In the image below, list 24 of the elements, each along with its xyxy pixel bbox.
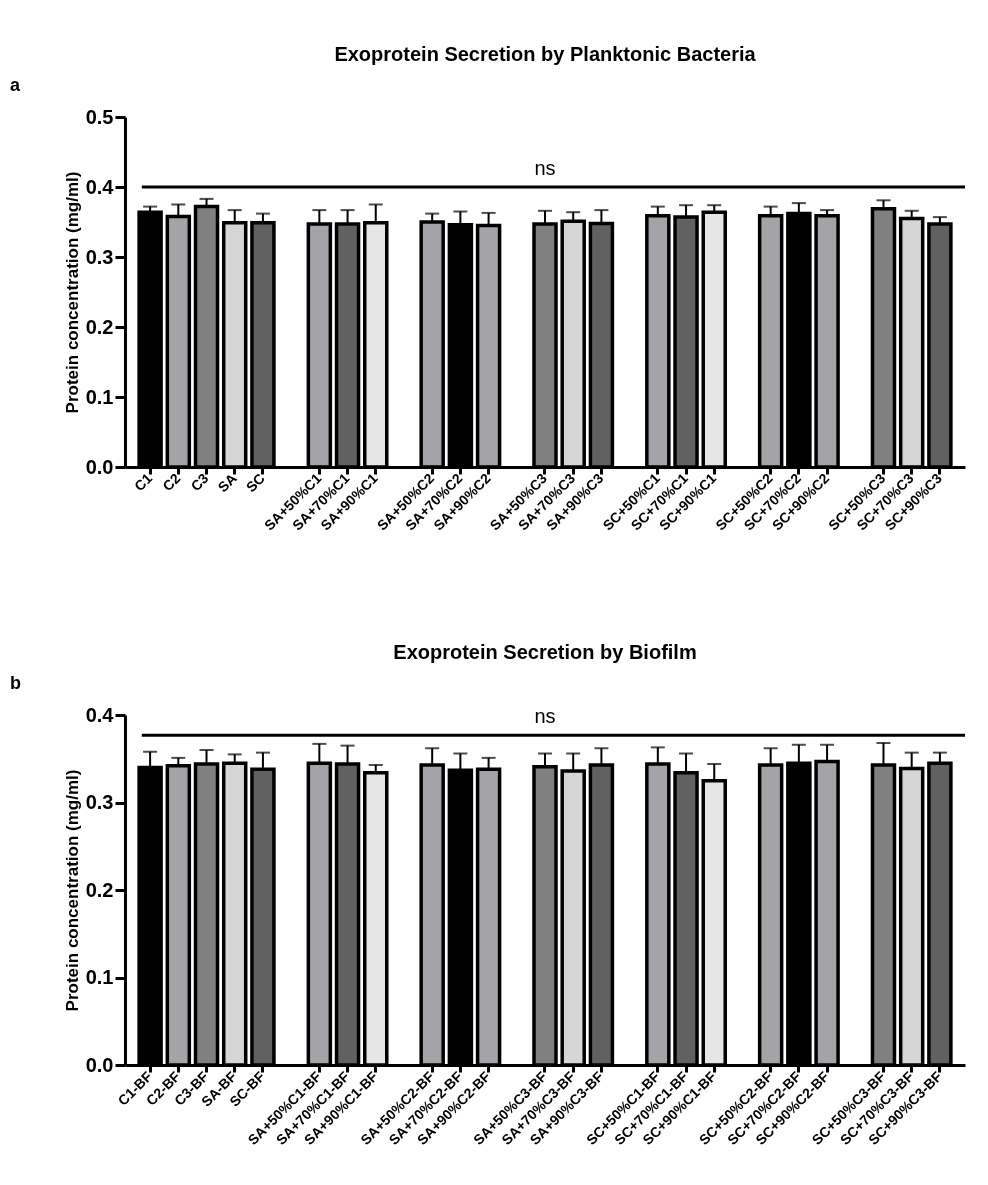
y-tick-label: 0.2 xyxy=(85,315,114,338)
y-axis-title: Protein concentration (mg/ml) xyxy=(62,769,82,1012)
ref-line-label: ns xyxy=(534,705,556,728)
chart-title: Exoprotein Secretion by Planktonic Bacteria xyxy=(334,43,757,65)
y-tick-label: 0.4 xyxy=(85,175,115,198)
y-tick-label: 0.3 xyxy=(85,245,114,268)
y-axis-title: Protein concentration (mg/ml) xyxy=(62,171,82,414)
x-tick-label: C2 xyxy=(159,469,184,495)
y-tick-label: 0.3 xyxy=(85,791,114,813)
y-tick-label: 0.5 xyxy=(85,105,114,128)
y-tick-label: 0.0 xyxy=(85,455,114,478)
y-tick-label: 0.0 xyxy=(85,1053,114,1076)
x-tick-label: SA xyxy=(214,470,240,496)
x-tick-label: C3 xyxy=(187,469,212,495)
y-tick-label: 0.2 xyxy=(85,878,114,901)
x-tick-label: C1 xyxy=(131,469,156,495)
y-tick-label: 0.1 xyxy=(85,385,114,408)
text: b xyxy=(10,673,21,693)
x-tick-label: SC xyxy=(242,470,268,496)
y-tick-label: 0.1 xyxy=(85,966,114,988)
text: a xyxy=(10,75,21,95)
chart-title: Exoprotein Secretion by Biofilm xyxy=(393,641,697,663)
ref-line-label: ns xyxy=(534,157,556,179)
y-tick-label: 0.4 xyxy=(85,703,115,726)
